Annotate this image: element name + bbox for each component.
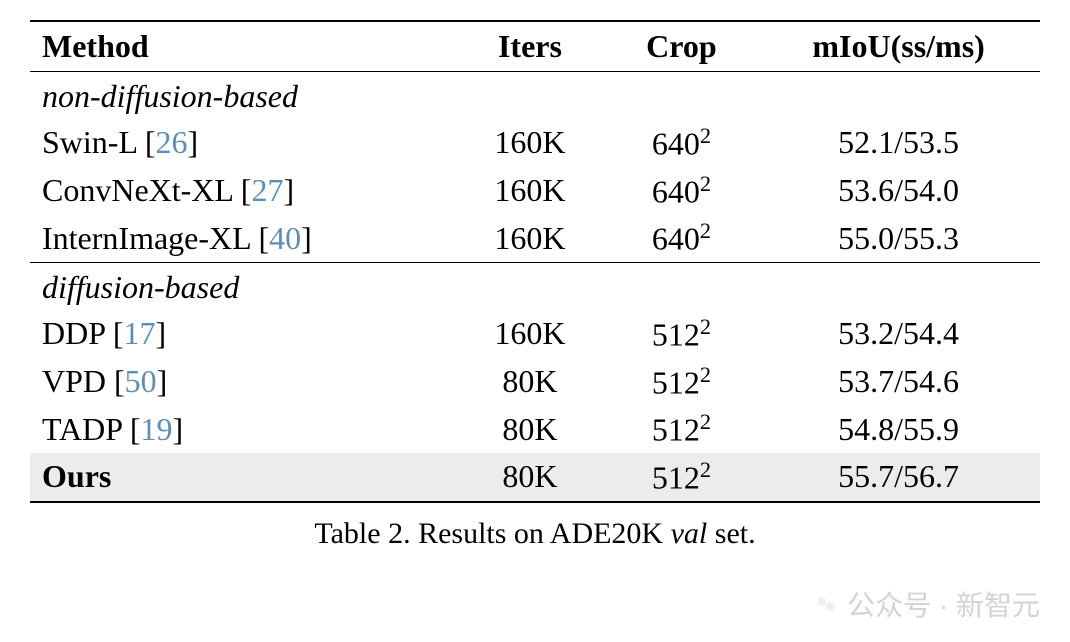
crop-cell: 6402	[606, 214, 758, 262]
citation-link[interactable]: 40	[269, 220, 301, 256]
miou-cell: 55.0/55.3	[757, 214, 1040, 262]
col-iters-header: Iters	[454, 21, 606, 72]
col-miou-header: mIoU(ss/ms)	[757, 21, 1040, 72]
method-cell: Swin-L [26]	[30, 119, 454, 167]
iters-cell: 160K	[454, 310, 606, 358]
method-cell: TADP [19]	[30, 405, 454, 453]
iters-cell: 80K	[454, 405, 606, 453]
table-row: Swin-L [26] 160K 6402 52.1/53.5	[30, 119, 1040, 167]
table-header-row: Method Iters Crop mIoU(ss/ms)	[30, 21, 1040, 72]
crop-cell: 5122	[606, 358, 758, 406]
iters-cell: 80K	[454, 453, 606, 502]
citation-link[interactable]: 27	[251, 172, 283, 208]
col-method-header: Method	[30, 21, 454, 72]
table-row: ConvNeXt-XL [27] 160K 6402 53.6/54.0	[30, 167, 1040, 215]
miou-cell: 53.2/54.4	[757, 310, 1040, 358]
results-table: Method Iters Crop mIoU(ss/ms) non-diffus…	[30, 20, 1040, 503]
citation-link[interactable]: 26	[155, 124, 187, 160]
crop-cell: 5122	[606, 310, 758, 358]
wechat-icon	[811, 589, 841, 619]
iters-cell: 160K	[454, 167, 606, 215]
table-row: VPD [50] 80K 5122 53.7/54.6	[30, 358, 1040, 406]
miou-cell: 53.6/54.0	[757, 167, 1040, 215]
section-title: non-diffusion-based	[30, 72, 1040, 120]
iters-cell: 80K	[454, 358, 606, 406]
watermark-text: 公众号 · 新智元	[847, 584, 1040, 624]
crop-cell: 6402	[606, 167, 758, 215]
table-caption: Table 2. Results on ADE20K val set.	[30, 517, 1040, 551]
col-crop-header: Crop	[606, 21, 758, 72]
method-cell: InternImage-XL [40]	[30, 214, 454, 262]
miou-cell: 54.8/55.9	[757, 405, 1040, 453]
method-cell: Ours	[30, 453, 454, 502]
table-row: InternImage-XL [40] 160K 6402 55.0/55.3	[30, 214, 1040, 262]
citation-link[interactable]: 17	[123, 315, 155, 351]
crop-cell: 5122	[606, 405, 758, 453]
ours-row: Ours 80K 5122 55.7/56.7	[30, 453, 1040, 502]
method-cell: DDP [17]	[30, 310, 454, 358]
section-title: diffusion-based	[30, 262, 1040, 310]
iters-cell: 160K	[454, 119, 606, 167]
section-header: diffusion-based	[30, 262, 1040, 310]
watermark: 公众号 · 新智元	[811, 584, 1040, 624]
table-row: DDP [17] 160K 5122 53.2/54.4	[30, 310, 1040, 358]
section-header: non-diffusion-based	[30, 72, 1040, 120]
table-row: TADP [19] 80K 5122 54.8/55.9	[30, 405, 1040, 453]
miou-cell: 53.7/54.6	[757, 358, 1040, 406]
miou-cell: 52.1/53.5	[757, 119, 1040, 167]
crop-cell: 5122	[606, 453, 758, 502]
method-cell: ConvNeXt-XL [27]	[30, 167, 454, 215]
citation-link[interactable]: 19	[140, 411, 172, 447]
iters-cell: 160K	[454, 214, 606, 262]
citation-link[interactable]: 50	[125, 363, 157, 399]
method-cell: VPD [50]	[30, 358, 454, 406]
crop-cell: 6402	[606, 119, 758, 167]
miou-cell: 55.7/56.7	[757, 453, 1040, 502]
